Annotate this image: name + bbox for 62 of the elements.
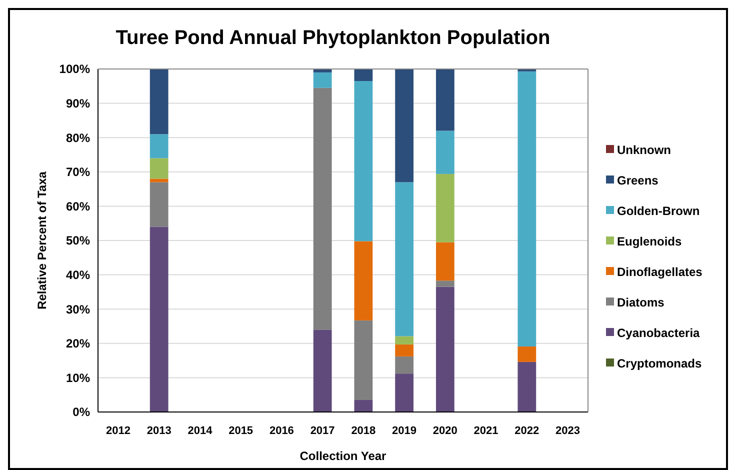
y-tick-label: 70% (66, 165, 90, 180)
y-tick-label: 50% (66, 234, 90, 248)
y-tick-label: 20% (66, 336, 90, 351)
bar (354, 400, 373, 412)
bar (395, 374, 414, 412)
bar (354, 241, 373, 320)
x-tick-label: 2021 (474, 425, 498, 437)
bar (354, 69, 373, 82)
bar (395, 356, 414, 374)
x-tick-label: 2020 (432, 425, 458, 437)
bar (436, 174, 454, 242)
bar (150, 226, 168, 412)
x-tick-label: 2017 (310, 425, 335, 437)
bar (395, 344, 414, 356)
bar (395, 69, 414, 182)
bar (395, 182, 414, 336)
bar (313, 72, 332, 88)
y-tick-label: 30% (66, 302, 90, 316)
x-tick-label: 2013 (146, 425, 172, 437)
legend-label: Greens (617, 174, 659, 188)
y-tick-label: 10% (66, 370, 90, 385)
bar (150, 134, 168, 158)
x-axis-title: Collection Year (300, 449, 387, 463)
legend-label: Diatoms (617, 296, 665, 310)
y-tick-label: 60% (66, 199, 90, 214)
legend-label: Cyanobacteria (617, 326, 700, 340)
legend-label: Dinoflagellates (617, 265, 703, 280)
bar (436, 280, 454, 287)
y-tick-label: 90% (66, 96, 90, 110)
bar (518, 362, 536, 412)
chart-title: Turee Pond Annual Phytoplankton Population (116, 27, 550, 49)
x-tick-label: 2016 (269, 425, 294, 437)
bar (150, 69, 168, 134)
legend-label: Euglenoids (617, 234, 682, 249)
x-tick-label: 2015 (228, 425, 254, 437)
bar (436, 286, 454, 412)
bar (354, 320, 373, 400)
bar (150, 182, 168, 227)
legend-label: Cryptomonads (617, 356, 702, 371)
y-tick-label: 40% (66, 268, 90, 282)
bar (395, 336, 414, 344)
bar (313, 88, 332, 330)
legend-label: Golden-Brown (617, 204, 700, 218)
x-tick-label: 2012 (106, 425, 130, 437)
bar (150, 158, 168, 179)
bar (313, 330, 332, 412)
bar (436, 242, 454, 281)
y-axis-title: Relative Percent of Taxa (35, 171, 49, 310)
legend-label: Unknown (617, 143, 671, 158)
x-tick-label: 2018 (351, 425, 376, 437)
y-tick-label: 100% (59, 62, 90, 76)
x-tick-label: 2023 (556, 425, 580, 437)
bar (354, 81, 373, 242)
bar (518, 71, 536, 346)
x-tick-label: 2019 (392, 425, 417, 437)
y-tick-label: 80% (66, 130, 90, 145)
bar (518, 346, 536, 362)
bar (436, 130, 454, 174)
x-tick-label: 2014 (188, 425, 214, 437)
x-tick-label: 2022 (514, 425, 540, 437)
bar (436, 69, 454, 131)
y-tick-label: 0% (72, 405, 90, 420)
